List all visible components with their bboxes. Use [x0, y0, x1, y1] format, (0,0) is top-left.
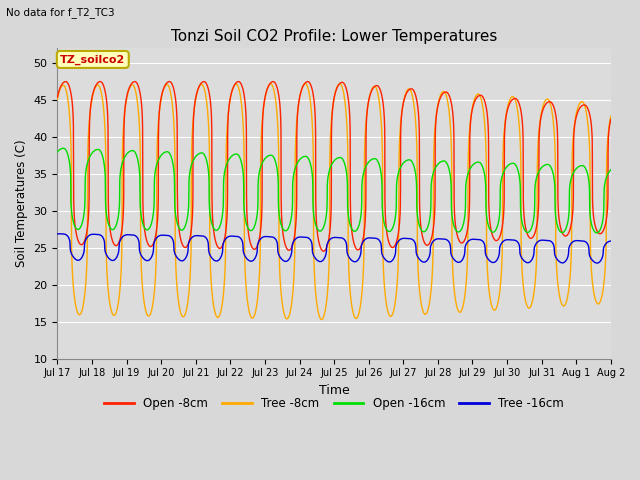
Legend: Open -8cm, Tree -8cm, Open -16cm, Tree -16cm: Open -8cm, Tree -8cm, Open -16cm, Tree -… [100, 392, 568, 415]
X-axis label: Time: Time [319, 384, 349, 397]
Text: TZ_soilco2: TZ_soilco2 [60, 54, 125, 65]
Text: No data for f_T2_TC3: No data for f_T2_TC3 [6, 7, 115, 18]
Y-axis label: Soil Temperatures (C): Soil Temperatures (C) [15, 140, 28, 267]
Title: Tonzi Soil CO2 Profile: Lower Temperatures: Tonzi Soil CO2 Profile: Lower Temperatur… [171, 29, 497, 44]
